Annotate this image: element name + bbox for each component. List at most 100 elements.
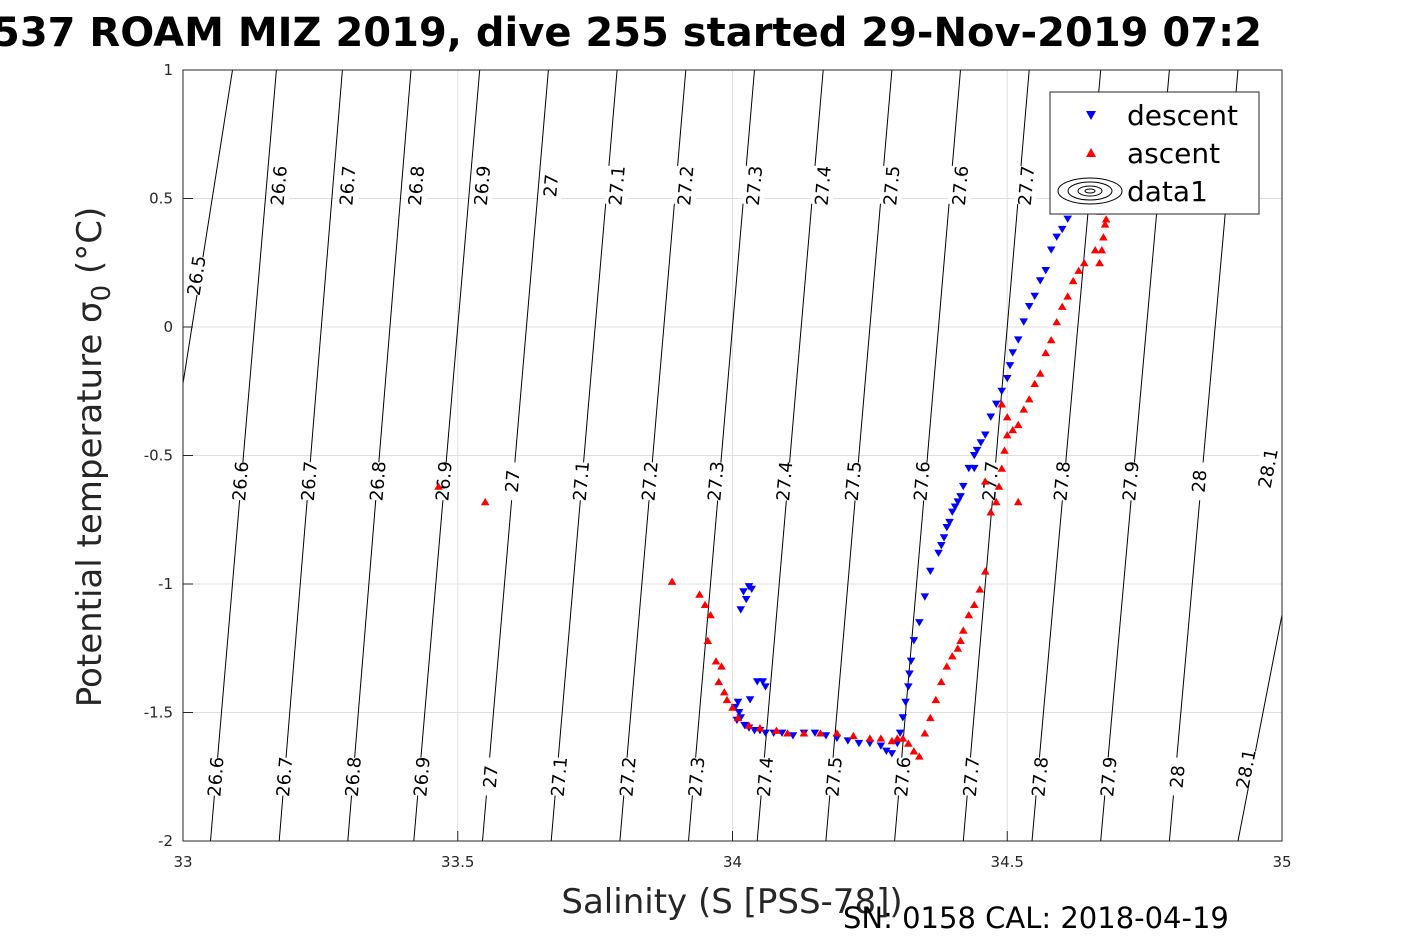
ascent-point <box>898 734 908 742</box>
contour-label-bg <box>1186 461 1213 502</box>
ascent-point <box>958 626 968 634</box>
contour-label-27.1: 27.1 <box>570 460 594 502</box>
descent-point <box>744 583 754 591</box>
descent-point <box>1057 225 1067 234</box>
contour-label-bg <box>1231 748 1261 790</box>
ascent-point <box>719 688 729 696</box>
descent-point <box>1046 246 1056 254</box>
density-contour-28.1 <box>1237 614 1282 841</box>
ascent-point <box>893 734 902 742</box>
ascent-point <box>915 752 924 760</box>
ascent-point <box>931 695 941 704</box>
legend-box <box>1049 91 1260 215</box>
contour-label-bg <box>890 756 916 797</box>
contour-label-27.4: 27.4 <box>773 460 797 502</box>
descent-point <box>958 482 968 491</box>
contour-label-27.2: 27.2 <box>674 165 698 207</box>
x-tick-label: 35 <box>1272 853 1291 871</box>
ascent-point <box>876 734 886 742</box>
legend-ascent-label: ascent <box>1127 137 1220 170</box>
contour-label-bg <box>879 165 905 206</box>
contour-label-27.1: 27.1 <box>605 165 629 207</box>
ascent-point <box>956 636 965 644</box>
descent-point <box>934 549 943 558</box>
descent-point <box>964 464 974 473</box>
legend-descent-marker <box>1086 111 1096 120</box>
contour-label-27.6: 27.6 <box>949 165 973 207</box>
contour-label-bg <box>978 461 1004 502</box>
contour-label-27.9: 27.9 <box>1119 460 1143 502</box>
descent-point <box>893 739 902 748</box>
contour-label-bg <box>538 165 564 206</box>
contour-label-bg <box>1164 756 1191 797</box>
ascent-point <box>849 731 858 740</box>
y-axis-label-main: Potential temperature <box>70 323 110 707</box>
descent-point <box>854 739 864 748</box>
descent-point <box>898 714 908 722</box>
ascent-point <box>1024 395 1034 403</box>
contour-label-28: 28 <box>1167 764 1190 789</box>
descent-point <box>976 439 986 447</box>
contour-label-bg <box>404 165 430 206</box>
contour-label-bg <box>228 461 254 502</box>
contour-label-bg <box>684 756 710 797</box>
contour-label-27.6: 27.6 <box>891 756 915 798</box>
contour-label-bg <box>947 165 974 206</box>
ascent-point <box>1101 215 1111 223</box>
density-contour-26.7 <box>278 70 343 841</box>
y-axis-label: Potential temperature σ0 (°C) <box>70 207 117 707</box>
descent-point <box>950 503 960 511</box>
density-contour-labels: 26.526.626.626.626.726.726.726.826.826.8… <box>182 165 1283 798</box>
descent-point <box>1013 336 1023 344</box>
contour-label-26.9: 26.9 <box>471 165 495 207</box>
contour-label-26.8: 26.8 <box>405 165 429 207</box>
descent-point <box>1035 277 1045 285</box>
descent-point <box>1005 362 1015 370</box>
descent-point <box>810 729 820 737</box>
contour-label-27.2: 27.2 <box>616 756 640 798</box>
density-contour-26.8 <box>347 70 412 841</box>
descent-point <box>821 732 831 740</box>
y-tick-label: -2 <box>158 832 173 850</box>
contour-label-27.4: 27.4 <box>754 756 778 798</box>
contour-label-bg <box>340 756 366 797</box>
descent-point <box>939 534 949 542</box>
ascent-point <box>717 662 726 670</box>
descent-point <box>948 508 957 516</box>
chart-title: 537 ROAM MIZ 2019, dive 255 started 29-N… <box>0 10 1262 56</box>
descent-point <box>745 696 755 704</box>
y-tick-label: 1 <box>163 61 173 79</box>
descent-point <box>901 698 910 707</box>
legend-data1-label: data1 <box>1127 175 1208 208</box>
descent-point <box>739 588 748 596</box>
ascent-point <box>991 497 1001 506</box>
contour-label-bg <box>821 756 847 797</box>
contour-label-27.4: 27.4 <box>811 165 835 207</box>
ascent-point <box>1090 246 1100 254</box>
contour-label-26.7: 26.7 <box>273 756 297 798</box>
ascent-point <box>1063 292 1072 300</box>
ascent-point <box>994 482 1004 490</box>
contour-label-26.9: 26.9 <box>432 460 456 502</box>
ascent-point <box>799 729 809 737</box>
contour-label-27.3: 27.3 <box>685 756 709 798</box>
y-axis-label-subscript: 0 <box>87 285 117 302</box>
descent-point <box>843 737 853 745</box>
ascent-point <box>1035 369 1045 377</box>
contour-label-bg <box>409 756 435 797</box>
descent-point <box>777 729 787 737</box>
contour-label-27: 27 <box>540 173 563 198</box>
y-tick-label: -0.5 <box>144 447 173 465</box>
contour-label-bg <box>752 756 779 797</box>
ascent-point <box>1099 233 1108 241</box>
contour-label-27.9: 27.9 <box>1097 756 1121 798</box>
contour-label-bg <box>1049 461 1075 502</box>
y-axis-label-unit: (°C) <box>70 207 110 285</box>
descent-point <box>909 637 919 645</box>
descent-point <box>761 729 770 737</box>
legend-descent-label: descent <box>1127 99 1238 132</box>
ascent-point <box>1030 379 1040 387</box>
ascent-point <box>711 657 721 665</box>
legend-ascent-marker <box>1086 148 1096 157</box>
ascent-point <box>783 729 792 737</box>
